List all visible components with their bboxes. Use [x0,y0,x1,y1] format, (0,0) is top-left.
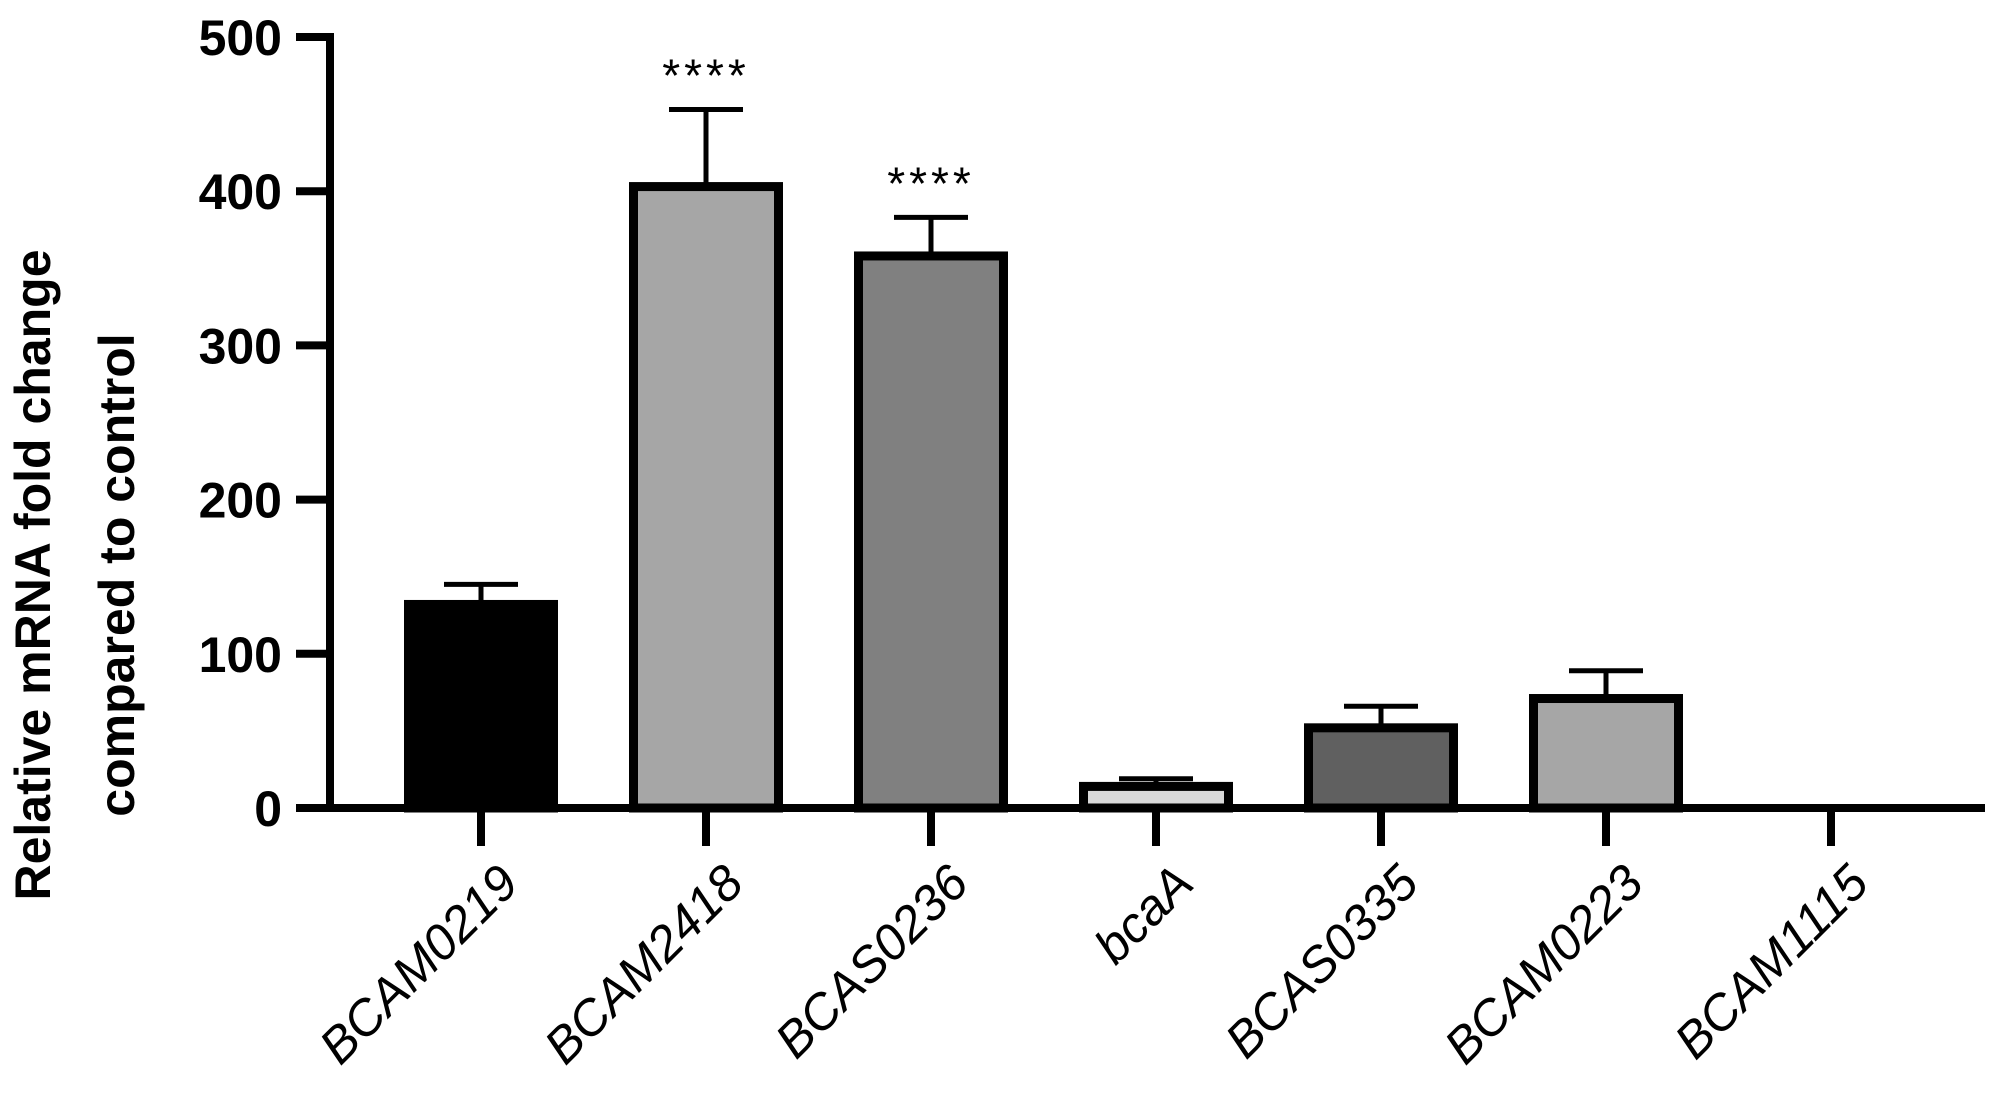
bar [404,599,558,813]
x-category-label: BCAM0219 [308,854,528,1074]
y-tick-label: 0 [254,781,282,837]
x-axis-ticks: BCAM0219 BCAM2418 BCAS0236 bcaA BCAS0335 BCAM… [308,808,1879,1075]
x-category-label: bcaA [1084,854,1204,974]
significance-label: **** [887,157,975,209]
bar [1529,694,1683,813]
bar [629,182,783,813]
x-category-label: BCAM0223 [1433,854,1654,1075]
x-category-label: BCAM1115 [1664,854,1879,1069]
bar [854,251,1008,813]
bars: **** **** [404,49,1683,813]
axes [326,33,1985,812]
y-axis-ticks: 0 100 200 300 400 500 [199,10,330,837]
y-tick-label: 300 [199,318,282,374]
y-tick-label: 100 [199,627,282,683]
y-tick-label: 200 [199,473,282,529]
y-axis-title-line-1: Relative mRNA fold change [5,249,61,900]
x-category-label: BCAS0236 [764,854,979,1069]
y-axis-title-line-2: compared to control [89,333,145,816]
y-tick-label: 500 [199,10,282,66]
x-category-label: BCAS0335 [1214,854,1429,1069]
x-category-label: BCAM2418 [533,854,754,1075]
y-tick-label: 400 [199,164,282,220]
significance-label: **** [662,49,750,101]
bar [1304,723,1458,813]
y-axis-title: Relative mRNA fold change compared to co… [5,249,145,900]
